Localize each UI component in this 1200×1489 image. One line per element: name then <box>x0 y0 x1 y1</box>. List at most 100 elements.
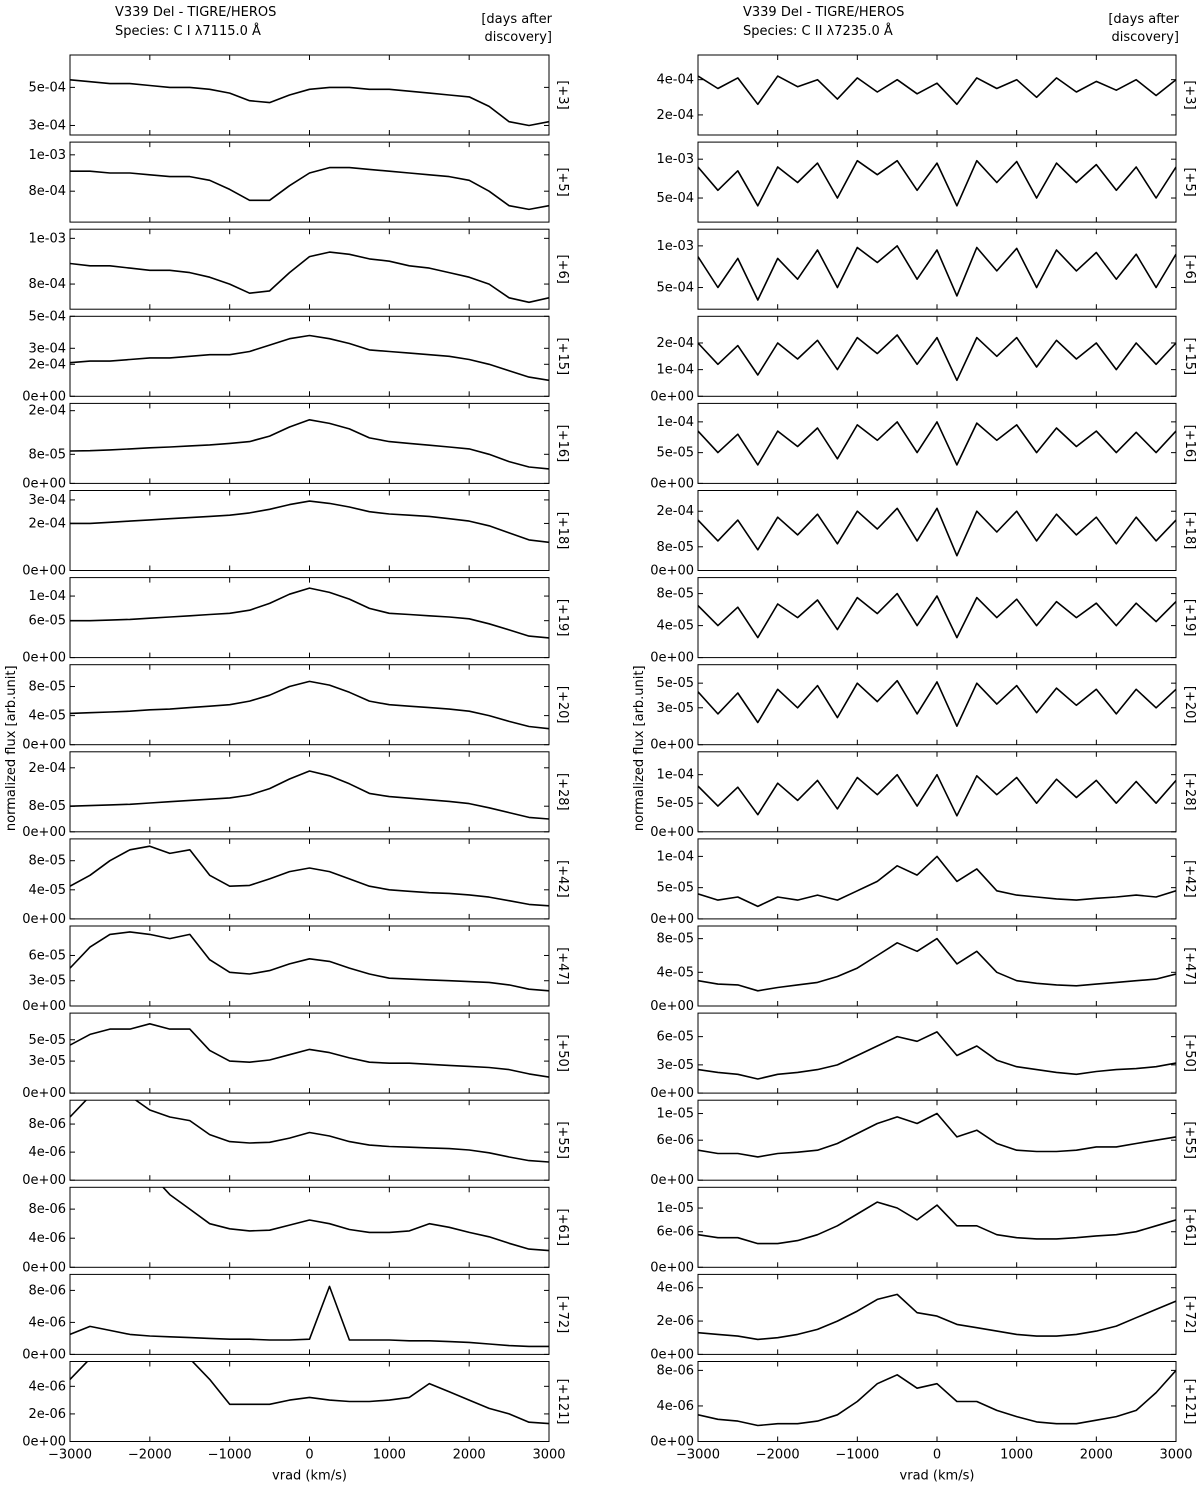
y-tick-label: 5e-04 <box>28 80 66 95</box>
y-tick-label: 0e+00 <box>22 1086 66 1101</box>
y-tick-label: 0e+00 <box>650 1435 694 1450</box>
panel-frame <box>697 1012 1177 1094</box>
spectrum-line <box>698 334 1176 382</box>
y-tick-label: 6e-05 <box>28 614 66 629</box>
spectrum-line <box>70 680 549 730</box>
y-tick-label: 4e-06 <box>656 1399 694 1414</box>
y-tick-label: 0e+00 <box>650 564 694 579</box>
panel-label: [+20] <box>1182 686 1197 724</box>
panel-frame <box>69 1099 550 1181</box>
chart-title: V339 Del - TIGRE/HEROS <box>743 5 904 20</box>
panel-frame <box>69 664 550 746</box>
y-tick-label: 6e-06 <box>656 1225 694 1240</box>
y-tick-label: 2e-04 <box>656 336 694 351</box>
y-tick-label: 2e-04 <box>656 108 694 123</box>
y-tick-label: 0e+00 <box>22 476 66 491</box>
y-tick-label: 8e-06 <box>28 1283 66 1298</box>
x-tick-label: 2000 <box>453 1448 486 1463</box>
y-tick-label: 0e+00 <box>22 1260 66 1275</box>
spectrum-line <box>698 75 1176 106</box>
y-tick-label: 2e-04 <box>28 761 66 776</box>
panel-frame <box>69 1361 550 1442</box>
y-tick-label: 8e-05 <box>656 540 694 555</box>
panel-frame <box>697 1099 1177 1181</box>
panel-label: [+47] <box>1182 947 1197 985</box>
y-tick-label: 8e-05 <box>28 854 66 869</box>
spectrum-line <box>70 251 549 304</box>
spectrum-line <box>70 79 549 127</box>
y-tick-label: 4e-04 <box>656 73 694 88</box>
spectrum-line <box>698 937 1176 992</box>
panel-frame <box>697 1186 1177 1268</box>
panel-frame <box>69 402 550 484</box>
spectrum-line <box>698 1112 1176 1158</box>
panel-frame <box>697 1361 1177 1442</box>
panel-label: [+3] <box>555 80 570 109</box>
y-tick-label: 2e-06 <box>656 1314 694 1329</box>
panel-label: [+72] <box>1182 1296 1197 1334</box>
spectrum-line <box>70 419 549 470</box>
y-tick-label: 1e-03 <box>656 239 694 254</box>
x-tick-label: −2000 <box>128 1448 172 1463</box>
panel-label: [+61] <box>555 1209 570 1247</box>
y-tick-label: 8e-06 <box>28 1117 66 1132</box>
panel-frame <box>69 490 550 571</box>
y-tick-label: 0e+00 <box>22 912 66 927</box>
y-tick-label: 8e-05 <box>28 447 66 462</box>
panel-label: [+16] <box>1182 425 1197 463</box>
x-tick-label: 1000 <box>373 1448 406 1463</box>
spectrum-line <box>698 421 1176 466</box>
header-annotation: discovery] <box>1111 30 1179 45</box>
y-tick-label: 4e-06 <box>28 1379 66 1394</box>
y-tick-label: 3e-04 <box>28 493 66 508</box>
header-annotation: [days after <box>481 12 552 27</box>
y-tick-label: 0e+00 <box>650 912 694 927</box>
header-annotation: discovery] <box>484 30 552 45</box>
y-tick-label: 5e-05 <box>656 446 694 461</box>
spectrum-line <box>70 587 549 639</box>
y-tick-label: 2e-04 <box>28 357 66 372</box>
y-tick-label: 1e-04 <box>656 849 694 864</box>
y-tick-label: 0e+00 <box>650 999 694 1014</box>
panel-label: [+19] <box>555 599 570 637</box>
y-tick-label: 0e+00 <box>22 825 66 840</box>
y-tick-label: 5e-04 <box>28 309 66 324</box>
y-tick-label: 0e+00 <box>650 389 694 404</box>
x-tick-label: 3000 <box>1159 1448 1192 1463</box>
spectrum-line <box>70 931 549 992</box>
y-axis-label: normalized flux [arb.unit] <box>632 665 647 831</box>
panel-label: [+28] <box>555 773 570 811</box>
panel-label: [+5] <box>1182 167 1197 196</box>
y-tick-label: 0e+00 <box>22 389 66 404</box>
spectrum-line <box>70 1100 549 1163</box>
x-tick-label: 0 <box>933 1448 941 1463</box>
panel-label: [+6] <box>1182 255 1197 284</box>
y-tick-label: 1e-05 <box>656 1201 694 1216</box>
spectrum-line <box>698 245 1176 301</box>
spectrum-line <box>70 334 549 382</box>
panel-label: [+18] <box>555 512 570 550</box>
y-tick-label: 4e-05 <box>656 965 694 980</box>
panel-label: [+50] <box>1182 1034 1197 1072</box>
chart-subtitle: Species: C I λ7115.0 Å <box>115 23 261 39</box>
spectrum-line <box>698 1201 1176 1245</box>
y-tick-label: 8e-04 <box>28 184 66 199</box>
panel-label: [+50] <box>555 1034 570 1072</box>
y-tick-label: 0e+00 <box>22 999 66 1014</box>
panel-label: [+121] <box>555 1379 570 1425</box>
spectrum-line <box>70 1361 549 1425</box>
y-tick-label: 2e-04 <box>28 516 66 531</box>
y-tick-label: 6e-06 <box>656 1133 694 1148</box>
chart-subtitle: Species: C II λ7235.0 Å <box>743 23 893 39</box>
y-tick-label: 3e-05 <box>656 701 694 716</box>
y-tick-label: 1e-04 <box>28 589 66 604</box>
x-tick-label: 3000 <box>532 1448 565 1463</box>
panel-label: [+15] <box>555 338 570 376</box>
y-tick-label: 2e-04 <box>28 404 66 419</box>
y-tick-label: 8e-05 <box>28 680 66 695</box>
y-tick-label: 0e+00 <box>22 738 66 753</box>
y-tick-label: 4e-05 <box>28 883 66 898</box>
x-tick-label: 2000 <box>1080 1448 1113 1463</box>
spectrum-line <box>162 1187 549 1252</box>
